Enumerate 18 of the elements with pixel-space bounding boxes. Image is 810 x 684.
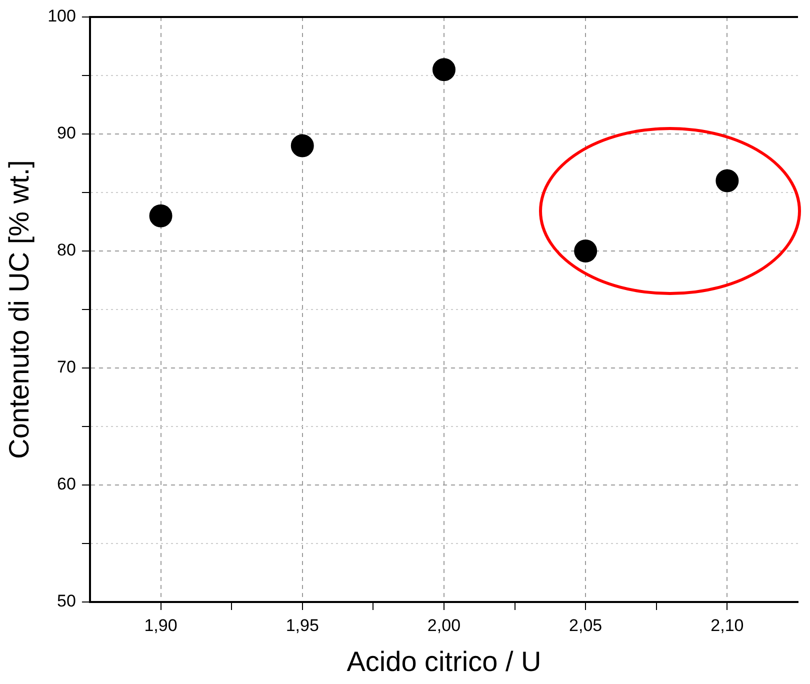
point <box>149 204 172 228</box>
point <box>716 169 739 192</box>
x-axis-title: Acido citrico / U <box>346 646 542 677</box>
y-axis-title: Contenuto di UC [% wt.] <box>4 160 35 459</box>
y-tick-label: 100 <box>48 6 76 26</box>
point <box>574 240 598 262</box>
point <box>290 134 314 158</box>
x-tick-label: 2,10 <box>710 616 744 635</box>
y-tick-label: 80 <box>57 240 76 260</box>
y-tick-label: 70 <box>57 358 76 377</box>
x-tick-label: 2,05 <box>569 616 602 635</box>
x-tick-label: 2,00 <box>427 616 461 635</box>
x-tick-label: 1,90 <box>144 616 178 635</box>
x-tick-label: 1,95 <box>286 616 319 635</box>
y-tick-label: 50 <box>57 592 76 611</box>
y-tick-label: 90 <box>57 124 76 143</box>
y-tick-label: 60 <box>57 474 76 494</box>
point <box>432 58 456 82</box>
